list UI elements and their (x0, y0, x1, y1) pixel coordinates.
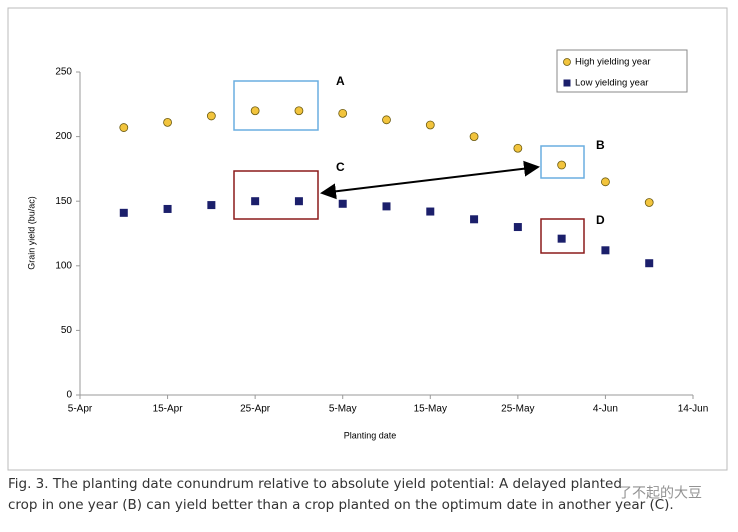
point (601, 177, 610, 187)
legend-label: Low yielding year (575, 78, 648, 89)
caption: crop in one year (B) can yield better th… (8, 497, 674, 513)
point (513, 143, 523, 153)
x-tick-label: 25-May (501, 404, 534, 415)
point (470, 215, 479, 224)
x-tick-label: 4-Jun (593, 404, 618, 415)
point (513, 223, 522, 232)
point (206, 111, 216, 121)
annotation-label: C (336, 160, 345, 174)
point (250, 106, 260, 116)
x-tick-label: 14-Jun (678, 404, 709, 415)
legend-marker (563, 58, 571, 66)
point (557, 234, 566, 243)
arrow (320, 160, 540, 200)
x-tick-label: 25-Apr (240, 404, 271, 415)
y-tick-label: 250 (55, 67, 72, 78)
annotation-label: A (336, 74, 345, 88)
point (294, 106, 304, 116)
y-tick-label: 150 (55, 196, 72, 207)
point (426, 207, 435, 216)
point (338, 108, 348, 118)
x-tick-label: 5-May (329, 404, 357, 415)
y-axis-label: Grain yield (bu/ac) (26, 196, 36, 270)
point (382, 202, 391, 211)
legend-label: High yielding year (575, 57, 651, 68)
y-tick-label: 100 (55, 260, 72, 271)
point (644, 198, 654, 207)
point (601, 246, 610, 255)
point (119, 208, 128, 217)
point (425, 120, 435, 130)
legend (556, 49, 688, 93)
y-tick-label: 0 (66, 390, 72, 401)
point (469, 132, 479, 142)
point (645, 259, 654, 268)
legend-marker (563, 79, 571, 87)
box-d (540, 218, 585, 254)
x-tick-label: 15-May (414, 404, 447, 415)
point (207, 201, 216, 210)
point (251, 197, 260, 206)
annotation-label: B (596, 138, 605, 152)
point (119, 123, 129, 132)
point (557, 160, 567, 170)
caption: Fig. 3. The planting date conundrum rela… (8, 476, 622, 492)
watermark: 了不起的大豆 (618, 485, 702, 501)
x-tick-label: 5-Apr (68, 404, 93, 415)
y-tick-label: 50 (61, 325, 73, 336)
point (163, 117, 172, 127)
x-axis-label: Planting date (344, 430, 397, 440)
box-b (540, 145, 585, 179)
y-tick-label: 200 (55, 131, 72, 142)
point (294, 197, 303, 206)
point (163, 204, 172, 213)
x-tick-label: 15-Apr (153, 404, 184, 415)
annotation-label: D (596, 213, 605, 227)
point (338, 199, 347, 208)
point (382, 115, 391, 125)
box-a (233, 80, 319, 131)
box-c (233, 170, 319, 220)
